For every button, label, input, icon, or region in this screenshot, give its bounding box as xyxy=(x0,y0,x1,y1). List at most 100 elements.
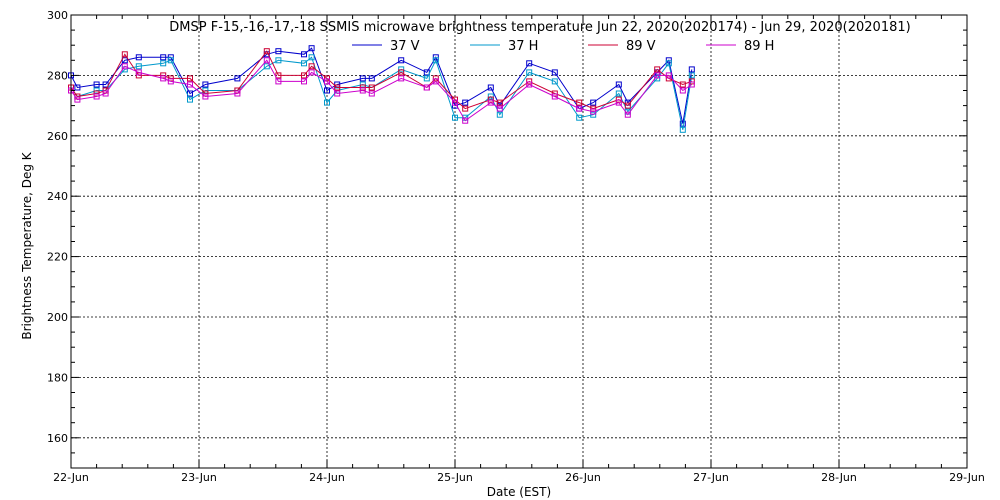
data-point xyxy=(368,84,375,91)
y-tick-label: 180 xyxy=(47,371,68,384)
data-point xyxy=(576,105,583,112)
data-point xyxy=(654,66,661,73)
data-point xyxy=(590,108,597,115)
series-layer xyxy=(68,45,695,133)
legend: 37 V 37 H 89 V 89 H xyxy=(352,39,774,54)
x-tick-label: 28-Jun xyxy=(821,471,857,484)
legend-label: 89 V xyxy=(626,39,656,54)
x-tick-label: 27-Jun xyxy=(693,471,729,484)
data-point xyxy=(167,78,174,85)
x-tick-label: 25-Jun xyxy=(437,471,473,484)
data-point xyxy=(551,93,558,100)
data-point xyxy=(160,54,167,61)
data-point xyxy=(665,60,672,67)
data-point xyxy=(102,81,109,88)
data-point xyxy=(551,69,558,76)
data-point xyxy=(496,99,503,106)
y-tick-label: 160 xyxy=(47,432,68,445)
data-point xyxy=(160,60,167,67)
data-point xyxy=(74,96,81,103)
data-point xyxy=(487,99,494,106)
data-point xyxy=(234,90,241,97)
data-point xyxy=(359,87,366,94)
data-point xyxy=(308,63,315,70)
data-point xyxy=(679,126,686,133)
data-point xyxy=(121,63,128,70)
data-point xyxy=(688,72,695,79)
data-point xyxy=(432,78,439,85)
data-point xyxy=(526,60,533,67)
data-point xyxy=(654,72,661,79)
data-point xyxy=(187,81,193,88)
data-point xyxy=(576,114,583,121)
data-point xyxy=(462,105,469,112)
data-point xyxy=(324,78,330,85)
y-tick-label: 240 xyxy=(47,190,68,203)
x-tick-label: 22-Jun xyxy=(53,471,89,484)
data-point xyxy=(74,84,81,91)
data-point xyxy=(334,90,341,97)
grid xyxy=(71,15,967,468)
data-point xyxy=(462,117,469,124)
y-tick-label: 200 xyxy=(47,311,68,324)
data-point xyxy=(359,75,366,82)
data-point xyxy=(576,99,583,106)
data-point xyxy=(487,93,494,100)
data-point xyxy=(615,90,622,97)
data-point xyxy=(102,90,109,97)
legend-label: 37 V xyxy=(390,39,420,54)
data-point xyxy=(368,75,375,82)
data-point xyxy=(275,48,282,55)
data-point xyxy=(590,111,597,118)
x-tick-label: 26-Jun xyxy=(565,471,601,484)
data-point xyxy=(624,111,631,118)
data-point xyxy=(324,99,330,106)
data-point xyxy=(679,81,686,88)
data-point xyxy=(526,81,533,88)
data-point xyxy=(275,72,282,79)
data-point xyxy=(496,105,503,112)
data-point xyxy=(452,99,458,106)
data-point xyxy=(423,75,430,82)
data-point xyxy=(526,69,533,76)
data-point xyxy=(688,78,695,85)
y-tick-label: 260 xyxy=(47,130,68,143)
y-tick-label: 220 xyxy=(47,251,68,264)
data-point xyxy=(398,75,405,82)
data-point xyxy=(615,81,622,88)
data-point xyxy=(202,93,209,100)
data-point xyxy=(263,57,270,64)
y-tick-label: 300 xyxy=(47,9,68,22)
data-point xyxy=(324,87,330,94)
plot-frame xyxy=(70,14,968,469)
series-line xyxy=(70,59,693,122)
series-line xyxy=(70,47,693,124)
data-point xyxy=(167,57,174,64)
data-point xyxy=(615,99,622,106)
data-point xyxy=(688,66,695,73)
y-axis-title: Brightness Temperature, Deg K xyxy=(20,151,34,339)
data-point xyxy=(308,54,315,61)
data-point xyxy=(301,72,307,79)
x-axis-title: Date (EST) xyxy=(487,485,551,499)
data-point xyxy=(496,111,503,118)
data-point xyxy=(301,60,307,67)
data-point xyxy=(679,87,686,94)
data-point xyxy=(308,45,315,52)
data-point xyxy=(121,51,128,58)
data-point xyxy=(551,78,558,85)
data-point xyxy=(423,84,430,91)
data-point xyxy=(526,78,533,85)
data-point xyxy=(202,81,209,88)
data-point xyxy=(590,99,597,106)
data-point xyxy=(187,96,193,103)
data-point xyxy=(487,84,494,91)
data-point xyxy=(135,69,142,76)
data-point xyxy=(93,81,100,88)
data-point xyxy=(263,48,270,55)
x-tick-label: 23-Jun xyxy=(181,471,217,484)
data-point xyxy=(160,75,167,82)
data-point xyxy=(452,114,458,121)
data-point xyxy=(368,90,375,97)
